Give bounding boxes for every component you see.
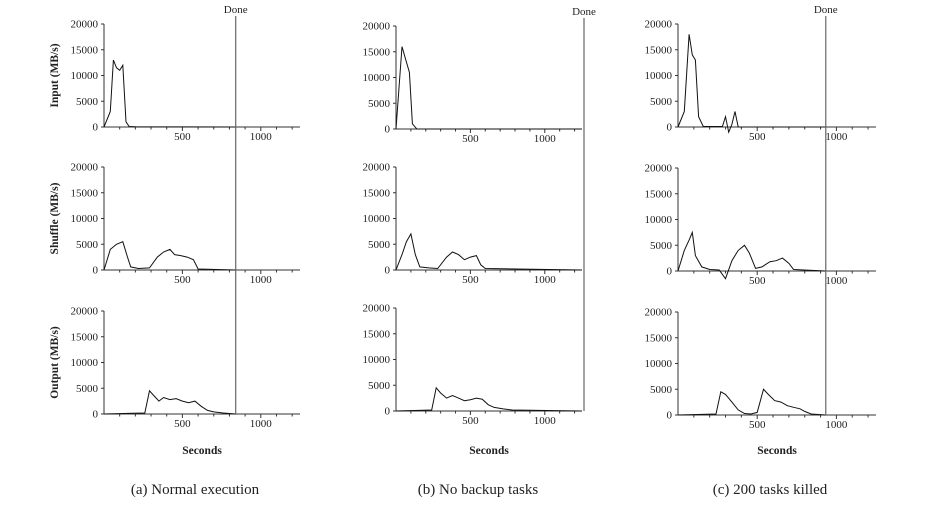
y-tick-label: 10000 (645, 70, 673, 82)
y-tick-label: 0 (385, 265, 391, 277)
panel-2-1: 0 5000 10000 15000 20000 500 1000 (363, 21, 582, 145)
x-tick-label: 500 (174, 131, 191, 143)
series-line (395, 386, 583, 412)
series-line (677, 34, 826, 134)
x-tick-label: 500 (462, 133, 479, 145)
y-tick-label: 15000 (71, 331, 99, 343)
y-tick-label: 5000 (76, 96, 99, 108)
x-tick-label: 1000 (250, 418, 273, 430)
y-tick-label: 10000 (363, 354, 391, 366)
x-tick-label: 500 (462, 274, 479, 286)
y-tick-label: 10000 (645, 214, 673, 226)
series-line (395, 232, 583, 271)
y-tick-label: 5000 (76, 239, 99, 251)
done-label: Done (224, 4, 248, 16)
y-tick-label: 10000 (363, 213, 391, 225)
panel-2-2: 0 5000 10000 15000 20000 500 1000 (363, 162, 583, 286)
y-axis-label: Output (MB/s) (49, 326, 61, 399)
panel-3-3: 0 5000 10000 15000 20000 500 1000 (645, 307, 876, 431)
y-tick-label: 0 (385, 124, 391, 136)
y-tick-label: 5000 (368, 239, 391, 251)
y-tick-label: 20000 (645, 19, 673, 31)
x-tick-label: 500 (749, 131, 766, 143)
y-tick-label: 0 (667, 122, 673, 134)
chart-caption: (b) No backup tasks (418, 482, 539, 498)
y-tick-label: 15000 (645, 332, 673, 344)
x-tick-label: 1000 (250, 274, 273, 286)
x-tick-label: 1000 (534, 133, 557, 145)
y-tick-label: 15000 (645, 188, 673, 200)
series-line (677, 388, 826, 416)
x-axis-label: Seconds (469, 445, 509, 457)
x-tick-label: 1000 (825, 131, 848, 143)
series-line (103, 389, 236, 415)
y-tick-label: 10000 (71, 70, 99, 82)
x-axis-label: Seconds (757, 445, 797, 457)
y-tick-label: 0 (667, 410, 673, 422)
y-tick-label: 20000 (71, 19, 99, 31)
series-line (103, 241, 236, 271)
y-tick-label: 20000 (645, 163, 673, 175)
y-tick-label: 15000 (71, 44, 99, 56)
y-axis-label: Input (MB/s) (49, 43, 61, 107)
chart-caption: (c) 200 tasks killed (713, 482, 828, 498)
y-tick-label: 15000 (71, 187, 99, 199)
series-line (103, 59, 236, 128)
y-tick-label: 5000 (650, 240, 673, 252)
chart-caption: (a) Normal execution (131, 482, 260, 498)
y-tick-label: 15000 (363, 187, 391, 199)
y-tick-label: 0 (93, 265, 99, 277)
y-axis-label: Shuffle (MB/s) (49, 182, 61, 254)
y-tick-label: 15000 (645, 44, 673, 56)
x-tick-label: 1000 (250, 131, 273, 143)
x-tick-label: 500 (462, 415, 479, 427)
y-tick-label: 10000 (71, 213, 99, 225)
x-tick-label: 500 (749, 419, 766, 431)
y-tick-label: 5000 (650, 384, 673, 396)
y-tick-label: 5000 (368, 98, 391, 110)
x-tick-label: 1000 (825, 275, 848, 287)
done-label: Done (814, 4, 838, 16)
y-tick-label: 15000 (363, 328, 391, 340)
panel-1-2: 0 5000 10000 15000 20000 500 1000 Shuffle (MB/s… (49, 162, 300, 286)
x-tick-label: 1000 (825, 419, 848, 431)
y-tick-label: 0 (93, 122, 99, 134)
panel-1-1: 0 5000 10000 15000 20000 500 1000 Input (MB/s) (49, 19, 300, 143)
done-label: Done (572, 6, 596, 18)
y-tick-label: 20000 (71, 162, 99, 174)
y-tick-label: 0 (93, 409, 99, 421)
y-tick-label: 0 (385, 406, 391, 418)
y-tick-label: 10000 (363, 72, 391, 84)
y-tick-label: 15000 (363, 46, 391, 58)
series-line (677, 230, 826, 280)
y-tick-label: 10000 (645, 358, 673, 370)
y-tick-label: 5000 (76, 383, 99, 395)
y-tick-label: 20000 (363, 303, 391, 315)
x-axis-label: Seconds (182, 445, 222, 457)
y-tick-label: 10000 (71, 357, 99, 369)
y-tick-label: 5000 (368, 380, 391, 392)
x-tick-label: 500 (749, 275, 766, 287)
panel-3-2: 0 5000 10000 15000 20000 500 1000 (645, 163, 876, 287)
y-tick-label: 20000 (363, 162, 391, 174)
x-tick-label: 500 (174, 418, 191, 430)
y-tick-label: 20000 (363, 21, 391, 33)
y-tick-label: 20000 (71, 306, 99, 318)
panel-2-3: 0 5000 10000 15000 20000 500 1000 (363, 303, 583, 427)
x-tick-label: 500 (174, 274, 191, 286)
panel-1-3: 0 5000 10000 15000 20000 500 1000 Output (MB/s) (49, 306, 300, 430)
panel-3-1: 0 5000 10000 15000 20000 500 1000 (645, 19, 876, 143)
y-tick-label: 5000 (650, 96, 673, 108)
series-line (395, 46, 582, 130)
x-tick-label: 1000 (534, 274, 557, 286)
y-tick-label: 20000 (645, 307, 673, 319)
y-tick-label: 0 (667, 266, 673, 278)
x-tick-label: 1000 (534, 415, 557, 427)
